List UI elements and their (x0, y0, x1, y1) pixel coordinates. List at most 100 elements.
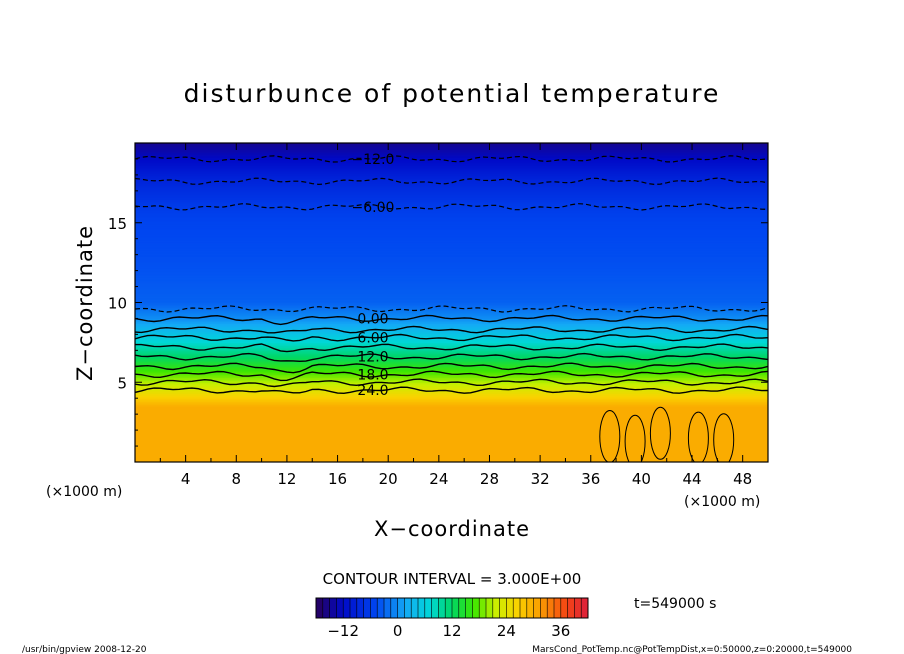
heatmap-band (135, 235, 768, 238)
heatmap-band (135, 379, 768, 382)
contour-line (135, 378, 768, 388)
heatmap-band (135, 176, 768, 179)
heatmap-band (135, 276, 768, 280)
colorbar-cell (540, 598, 548, 618)
colorbar-cell (404, 598, 412, 618)
heatmap-band (135, 262, 768, 265)
heatmap-band (135, 366, 768, 369)
heatmap-band (135, 168, 768, 171)
heatmap-band (135, 222, 768, 225)
heatmap-band (135, 450, 768, 454)
footer-right: MarsCond_PotTemp.nc@PotTempDist,x=0:5000… (532, 645, 852, 654)
x-tick-label: 8 (232, 470, 242, 488)
heatmap-band (135, 275, 768, 278)
heatmap-band (135, 219, 768, 222)
heatmap-band (135, 174, 768, 178)
heatmap-band (135, 146, 768, 149)
heatmap-band (135, 237, 768, 240)
heatmap-band (135, 302, 768, 305)
heatmap-band (135, 261, 768, 264)
heatmap-band (135, 305, 768, 308)
heatmap-band (135, 254, 768, 257)
heatmap-band (135, 162, 768, 165)
heatmap-band (135, 265, 768, 269)
colorbar-cell (411, 598, 419, 618)
contour-line (135, 314, 768, 326)
heatmap-band (135, 320, 768, 323)
heatmap-band (135, 238, 768, 241)
colorbar-cell (397, 598, 405, 618)
heatmap-band (135, 178, 768, 181)
heatmap-band (135, 342, 768, 345)
colorbar-cell (329, 598, 337, 618)
heatmap-band (135, 217, 768, 221)
contour-label: 0.00 (357, 311, 388, 327)
colorbar-cell (513, 598, 521, 618)
heatmap-band (135, 186, 768, 189)
heatmap-band (135, 246, 768, 249)
heatmap-band (135, 449, 768, 452)
heatmap-band (135, 227, 768, 230)
heatmap-band (135, 165, 768, 168)
colorbar-cell (506, 598, 514, 618)
contour-line (135, 362, 768, 374)
heatmap-band (135, 375, 768, 379)
heatmap-band (135, 163, 768, 166)
heatmap-band (135, 179, 768, 182)
heatmap-band (135, 195, 768, 198)
heatmap-band (135, 181, 768, 184)
heatmap-band (135, 336, 768, 339)
heatmap-band (135, 289, 768, 292)
colorbar-cell (499, 598, 507, 618)
heatmap-band (135, 356, 768, 359)
heatmap-band (135, 404, 768, 407)
colorbar-cell (445, 598, 453, 618)
heatmap-band (135, 452, 768, 455)
contour-line (135, 370, 768, 382)
heatmap-band (135, 152, 768, 155)
colorbar-cell (486, 598, 494, 618)
colorbar-cell (322, 598, 330, 618)
heatmap-band (135, 391, 768, 395)
heatmap-band (135, 154, 768, 157)
heatmap-band (135, 430, 768, 433)
heatmap-band (135, 447, 768, 450)
colorbar-tick-label: 0 (393, 622, 403, 640)
heatmap-band (135, 253, 768, 256)
heatmap-band (135, 283, 768, 286)
heatmap-band (135, 382, 768, 385)
colorbar-cell (574, 598, 582, 618)
heatmap-band (135, 351, 768, 355)
colorbar-cell (350, 598, 358, 618)
heatmap-band (135, 229, 768, 232)
heatmap-band (135, 240, 768, 243)
contour-label: 6.00 (357, 331, 388, 347)
colorbar-cell (438, 598, 446, 618)
heatmap-band (135, 423, 768, 426)
colorbar-tick-label: −12 (327, 622, 359, 640)
heatmap-band (135, 280, 768, 283)
heatmap-band (135, 326, 768, 329)
heatmap-band (135, 278, 768, 281)
heatmap-band (135, 296, 768, 299)
heatmap-band (135, 155, 768, 158)
heatmap-band (135, 377, 768, 380)
heatmap-band (135, 245, 768, 248)
heatmap-band (135, 318, 768, 321)
contour-line (599, 410, 621, 462)
colorbar-cell (492, 598, 500, 618)
contour-line (135, 305, 768, 313)
heatmap-band (135, 422, 768, 425)
heatmap-band (135, 149, 768, 152)
x-tick-label: 32 (531, 470, 550, 488)
heatmap-band (135, 444, 768, 447)
heatmap-band (135, 225, 768, 229)
heatmap-band (135, 198, 768, 202)
heatmap-band (135, 310, 768, 313)
heatmap-band (135, 415, 768, 418)
x-tick-label: 36 (581, 470, 600, 488)
y-tick-label: 15 (108, 215, 127, 233)
heatmap-band (135, 388, 768, 391)
colorbar-cell (336, 598, 344, 618)
